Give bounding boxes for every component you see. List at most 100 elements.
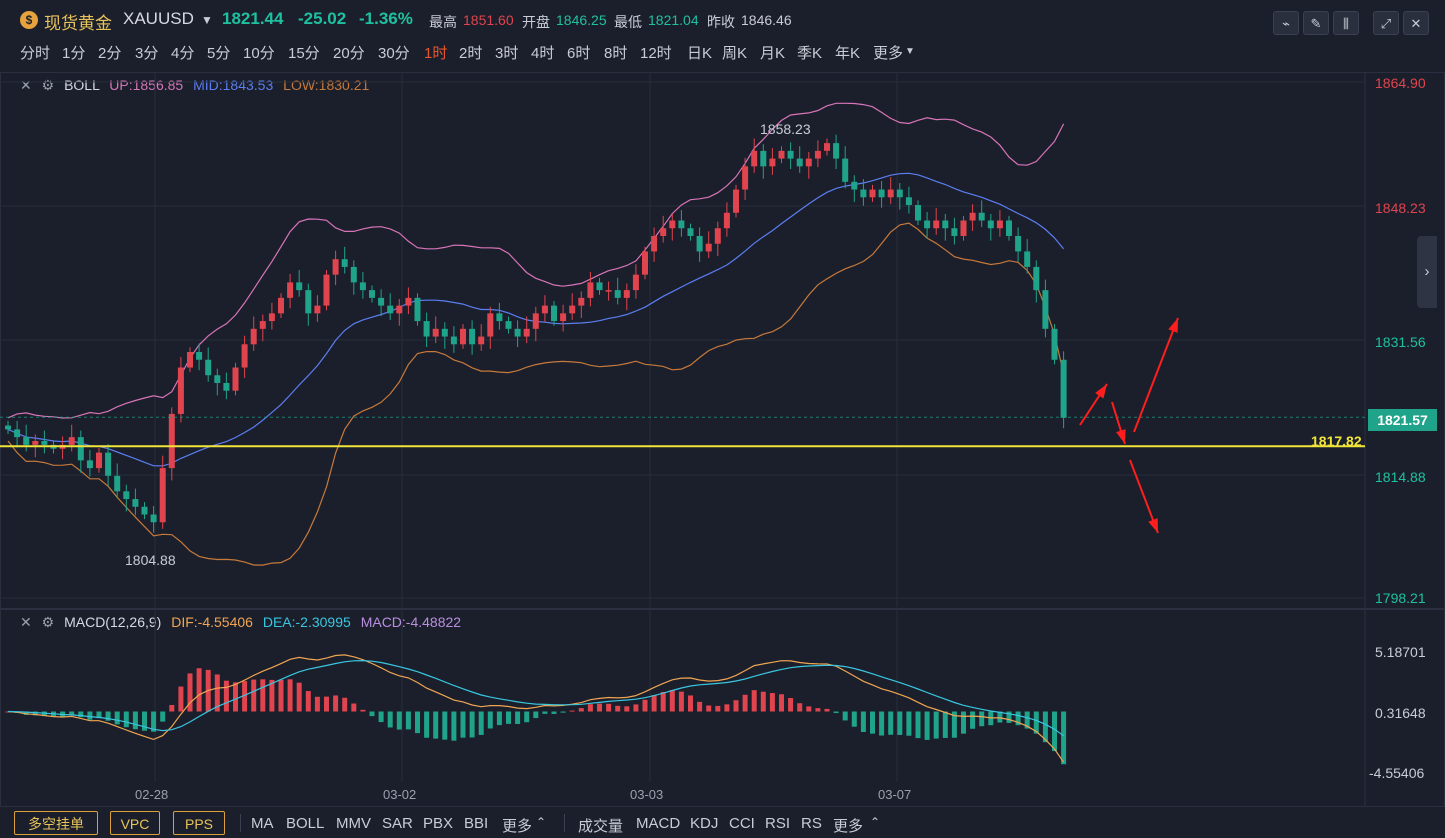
candle-body	[223, 382, 230, 391]
candle-body	[314, 305, 321, 314]
sub-indicator-4[interactable]: RSI	[765, 815, 791, 832]
tab-timeframe-0[interactable]: 分时	[20, 45, 51, 62]
macd-histogram-bar	[87, 711, 93, 720]
symbol-dropdown-icon[interactable]: ▼	[201, 13, 213, 27]
macd-axis-label: 0.31648	[1375, 705, 1426, 721]
tab-timeframe-14[interactable]: 6时	[567, 45, 591, 62]
main-indicator-3[interactable]: SAR	[382, 815, 413, 832]
indicator-icon[interactable]: ⌁	[1273, 11, 1299, 35]
tab-timeframe-4[interactable]: 4分	[171, 45, 195, 62]
candle-body	[350, 266, 357, 283]
x-tick-label: 02-28	[135, 787, 169, 802]
tab-timeframe-9[interactable]: 30分	[378, 45, 410, 62]
sub-indicator-5[interactable]: RS	[801, 815, 822, 832]
tab-timeframe-3[interactable]: 3分	[135, 45, 159, 62]
main-indicator-4[interactable]: PBX	[423, 815, 454, 832]
tab-timeframe-16[interactable]: 12时	[640, 45, 672, 62]
macd-histogram-bar	[1042, 711, 1048, 743]
boll-name: BOLL	[64, 77, 100, 93]
macd-settings-icon[interactable]: ⚙	[41, 614, 55, 630]
tab-timeframe-6[interactable]: 10分	[243, 45, 275, 62]
candle-body	[296, 282, 303, 291]
more-dropdown-icon[interactable]: ▼	[905, 46, 915, 57]
macd-histogram-bar	[651, 695, 657, 712]
arrow-line	[1133, 317, 1179, 433]
macd-histogram-bar	[915, 711, 921, 739]
macd-histogram-bar	[342, 697, 348, 712]
tab-timeframe-5[interactable]: 5分	[207, 45, 231, 62]
candle-body	[678, 220, 685, 229]
long-short-orders-button[interactable]: 多空挂单	[14, 811, 98, 835]
draw-icon[interactable]: ✎	[1303, 11, 1329, 35]
tab-timeframe-1[interactable]: 1分	[62, 45, 86, 62]
candle-body	[751, 150, 758, 167]
sub-indicator-3[interactable]: CCI	[729, 815, 755, 832]
tab-timeframe-10[interactable]: 1时	[424, 45, 448, 62]
side-panel-toggle[interactable]: ›	[1417, 236, 1437, 308]
pps-button[interactable]: PPS	[173, 811, 225, 835]
candle-body	[569, 305, 576, 314]
macd-histogram-bar	[233, 682, 238, 712]
macd-histogram-bar	[879, 711, 885, 736]
tab-timeframe-17[interactable]: 日K	[687, 45, 713, 62]
macd-dea-value: DEA:-2.30995	[262, 614, 351, 630]
candle-body	[805, 158, 812, 167]
main-indicator-5[interactable]: BBI	[464, 815, 489, 832]
tab-timeframe-8[interactable]: 20分	[333, 45, 365, 62]
tab-timeframe-11[interactable]: 2时	[459, 45, 483, 62]
macd-histogram-bar	[142, 711, 147, 731]
macd-histogram-bar	[678, 691, 684, 712]
candle-body	[41, 441, 48, 445]
sub-more-icon[interactable]: ⌃	[870, 815, 881, 829]
price-axis-label: 1864.90	[1375, 75, 1426, 91]
tab-timeframe-18[interactable]: 周K	[722, 45, 748, 62]
macd-dif-value: DIF:-4.55406	[171, 614, 253, 630]
sub-indicator-0[interactable]: 成交量	[578, 818, 624, 835]
tab-timeframe-7[interactable]: 15分	[288, 45, 320, 62]
main-indicator-2[interactable]: MMV	[336, 815, 371, 832]
boll-upper-line	[7, 102, 1065, 419]
tab-timeframe-12[interactable]: 3时	[495, 45, 519, 62]
boll-up-value: UP:1856.85	[109, 77, 184, 93]
candle-body	[268, 313, 275, 322]
candle-body	[414, 297, 421, 322]
tab-timeframe-19[interactable]: 月K	[760, 45, 786, 62]
candle-type-icon[interactable]: ⫼	[1333, 11, 1359, 35]
boll-settings-icon[interactable]: ⚙	[41, 77, 55, 93]
prev-close-value: 1846.46	[741, 12, 792, 28]
macd-histogram-bar	[797, 703, 803, 712]
close-icon[interactable]: ✕	[1403, 11, 1429, 35]
tab-timeframe-15[interactable]: 8时	[604, 45, 628, 62]
vpc-button[interactable]: VPC	[110, 811, 160, 835]
candle-body	[196, 352, 203, 360]
main-more-icon[interactable]: ⌃	[536, 815, 547, 829]
candle-body	[359, 282, 366, 291]
candle-body	[551, 305, 557, 322]
tab-timeframe-13[interactable]: 4时	[531, 45, 555, 62]
boll-hide-icon[interactable]: ✕	[20, 77, 32, 93]
sub-indicator-2[interactable]: KDJ	[690, 815, 719, 832]
low-label: 最低	[614, 14, 642, 30]
main-indicator-1[interactable]: BOLL	[286, 815, 325, 832]
instrument-symbol[interactable]: XAUUSD	[123, 9, 194, 28]
candle-body	[714, 228, 721, 244]
instrument-name[interactable]: 现货黄金	[44, 14, 112, 33]
tab-timeframe-22[interactable]: 更多	[873, 45, 904, 62]
tab-timeframe-20[interactable]: 季K	[797, 45, 823, 62]
macd-histogram-bar	[451, 711, 457, 741]
macd-histogram-bar	[296, 682, 302, 712]
candle-body	[105, 452, 112, 476]
macd-axis-label: 5.18701	[1375, 644, 1426, 660]
candle-body	[232, 367, 239, 391]
main-indicator-6[interactable]: 更多	[502, 818, 533, 835]
fullscreen-icon[interactable]: ⤢	[1373, 11, 1399, 35]
tab-timeframe-21[interactable]: 年K	[835, 45, 861, 62]
price-axis-label: 1814.88	[1375, 469, 1426, 485]
sub-indicator-6[interactable]: 更多	[833, 818, 864, 835]
sub-indicator-1[interactable]: MACD	[636, 815, 681, 832]
tab-timeframe-2[interactable]: 2分	[98, 45, 122, 62]
macd-histogram-bar	[542, 711, 548, 714]
macd-hide-icon[interactable]: ✕	[20, 614, 32, 630]
main-indicator-0[interactable]: MA	[251, 815, 274, 832]
